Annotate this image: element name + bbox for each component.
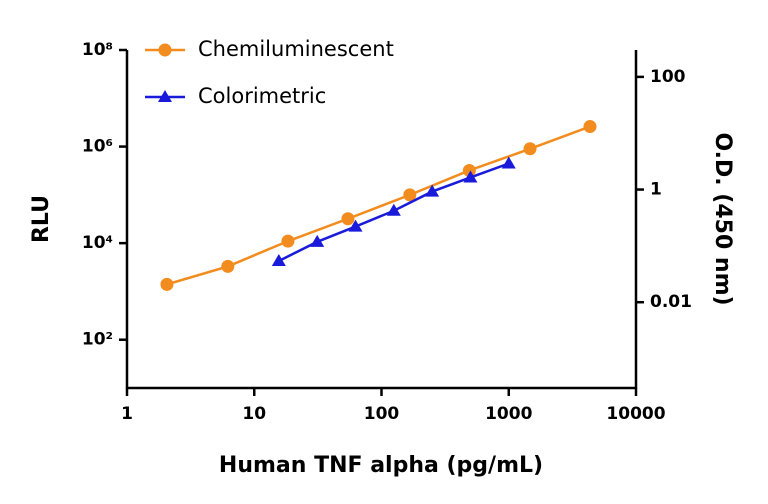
series-line — [166, 125, 591, 286]
legend-marker — [158, 43, 172, 57]
data-point — [310, 234, 325, 247]
y2-tick-label: 1 — [650, 180, 662, 200]
y2-axis-title: O.D. (450 nm) — [710, 132, 735, 305]
x-tick-label: 1000 — [485, 404, 532, 424]
legend-label: Chemiluminescent — [198, 37, 394, 61]
data-point — [583, 120, 597, 134]
data-point — [271, 253, 286, 266]
data-point — [386, 203, 401, 216]
y-tick-label: 10² — [82, 330, 113, 350]
data-point — [523, 142, 537, 156]
data-point — [281, 234, 295, 248]
legend-label: Colorimetric — [198, 84, 326, 108]
y-axis-title: RLU — [29, 195, 54, 243]
y-tick-label: 10⁴ — [82, 233, 113, 253]
x-tick-label: 10 — [242, 404, 266, 424]
y2-tick-label: 100 — [650, 67, 686, 87]
data-point — [462, 163, 476, 177]
data-point — [348, 219, 363, 232]
data-point — [160, 277, 174, 291]
y2-tick-label: 0.01 — [650, 292, 692, 312]
x-tick-label: 10000 — [606, 404, 665, 424]
x-tick-label: 100 — [364, 404, 400, 424]
data-point — [341, 212, 355, 226]
legend-marker — [158, 90, 172, 102]
data-point — [425, 184, 440, 197]
data-point — [463, 170, 478, 183]
data-point — [403, 188, 417, 202]
data-point — [501, 156, 516, 169]
y-tick-label: 10⁶ — [82, 137, 113, 157]
y-tick-label: 10⁸ — [82, 40, 113, 60]
x-tick-label: 1 — [121, 404, 133, 424]
data-point — [221, 259, 235, 273]
x-axis-title: Human TNF alpha (pg/mL) — [219, 453, 543, 478]
